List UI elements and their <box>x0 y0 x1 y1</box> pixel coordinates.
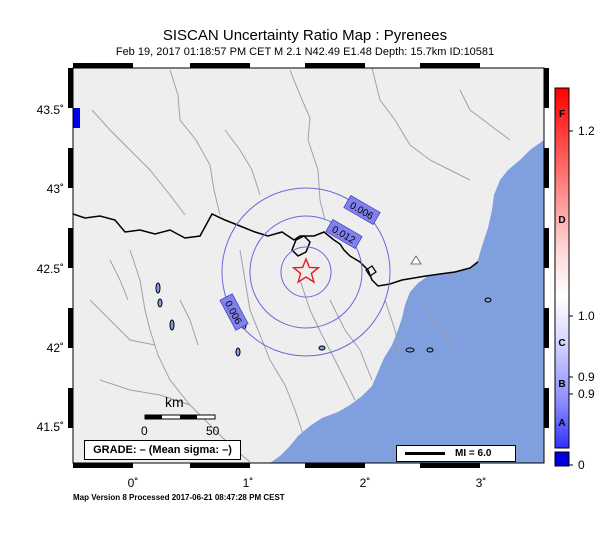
station-triangle-icon <box>410 255 422 265</box>
border-line <box>73 213 479 287</box>
colorbar-letter: D <box>558 215 566 226</box>
colorbar <box>554 87 573 467</box>
andorra-outline <box>291 235 311 257</box>
scale-bar-end: 50 <box>206 424 220 438</box>
lat-tick-label: 41.5˚ <box>36 420 64 434</box>
frame-ticks <box>68 63 549 468</box>
colorbar-letter: B <box>558 379 566 390</box>
colorbar-letter: C <box>558 338 566 349</box>
epicenter-star-icon <box>291 257 321 284</box>
colorbar-letter: F <box>558 109 566 120</box>
colorbar-value: 1.0 <box>578 309 595 323</box>
sea-area <box>270 140 544 463</box>
lat-tick-label: 42.5˚ <box>36 262 64 276</box>
lat-tick-label: 42˚ <box>46 341 64 355</box>
uncertainty-contours <box>221 187 391 357</box>
colorbar-value: 0.9 <box>578 370 595 384</box>
map-version-footer: Map Version 8 Processed 2017-06-21 08:47… <box>73 493 285 502</box>
colorbar-letter: A <box>558 418 566 429</box>
grid-cell-marker <box>73 108 80 128</box>
scale-bar-title: km <box>165 394 184 410</box>
mi-legend: MI = 6.0 <box>396 445 516 462</box>
scale-bar <box>144 414 216 420</box>
colorbar-value: 0.9 <box>578 387 595 401</box>
lat-tick-label: 43.5˚ <box>36 103 64 117</box>
lat-tick-label: 43˚ <box>46 182 64 196</box>
mi-legend-text: MI = 6.0 <box>455 448 492 459</box>
scale-bar-start: 0 <box>141 424 148 438</box>
lon-tick-label: 3˚ <box>475 476 487 490</box>
map-title: SISCAN Uncertainty Ratio Map : Pyrenees <box>162 27 448 44</box>
lon-tick-label: 1˚ <box>242 476 254 490</box>
colorbar-value: 0 <box>578 458 585 472</box>
lon-tick-label: 0˚ <box>127 476 139 490</box>
lon-tick-label: 2˚ <box>359 476 371 490</box>
event-subtitle: Feb 19, 2017 01:18:57 PM CET M 2.1 N42.4… <box>115 46 495 58</box>
grade-box: GRADE: – (Mean sigma: –) <box>84 440 241 460</box>
enclave-outline <box>365 265 377 277</box>
mi-legend-line <box>405 452 445 455</box>
colorbar-value: 1.2 <box>578 124 595 138</box>
river-network <box>89 68 511 463</box>
